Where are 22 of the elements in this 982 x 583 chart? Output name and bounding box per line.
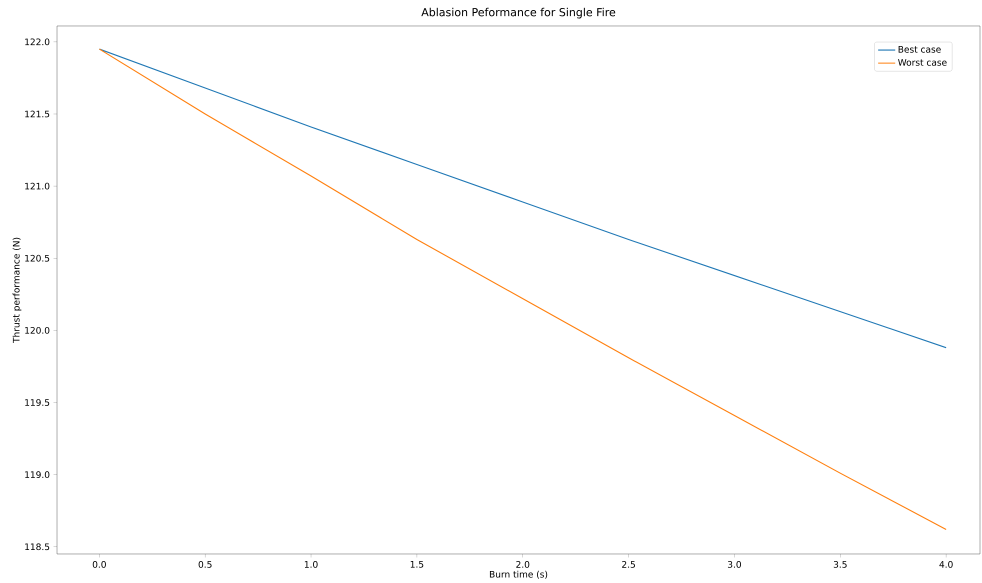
y-tick-label: 122.0 <box>25 38 50 46</box>
x-tick-label: 1.0 <box>304 561 318 568</box>
x-tick-label: 3.5 <box>834 561 847 568</box>
y-tick-label: 120.0 <box>25 326 50 334</box>
y-tick-label: 121.5 <box>25 110 50 118</box>
legend-label: Worst case <box>898 59 947 66</box>
x-tick-label: 2.5 <box>622 561 635 568</box>
chart-title: Ablasion Peformance for Single Fire <box>421 8 616 18</box>
x-tick-label: 4.0 <box>939 561 953 568</box>
y-tick-label: 119.5 <box>25 399 50 406</box>
x-axis-title: Burn time (s) <box>490 570 548 579</box>
y-tick-label: 120.5 <box>25 254 50 262</box>
x-tick-label: 0.0 <box>92 561 106 568</box>
legend-label: Best case <box>898 46 941 53</box>
x-tick-label: 1.5 <box>410 561 424 568</box>
y-tick-label: 121.0 <box>25 182 50 190</box>
y-axis-title: Thrust performance (N) <box>12 238 22 343</box>
x-tick-label: 2.0 <box>516 561 530 568</box>
y-tick-label: 119.0 <box>25 471 50 478</box>
x-tick-label: 0.5 <box>198 561 212 568</box>
x-tick-label: 3.0 <box>728 561 741 568</box>
y-tick-label: 118.5 <box>25 543 50 550</box>
